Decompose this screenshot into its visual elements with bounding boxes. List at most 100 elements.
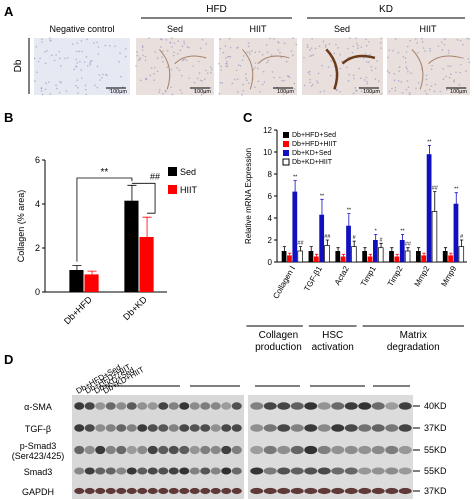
- nucleus: [101, 76, 103, 79]
- nucleus: [468, 38, 470, 40]
- x-tick-label: Db+HFD: [62, 294, 94, 326]
- nucleus: [270, 54, 273, 56]
- legend-label: Db+HFD+Sed: [292, 132, 336, 139]
- nucleus: [263, 81, 266, 83]
- bar: [404, 250, 411, 263]
- blot-panel: [248, 395, 413, 499]
- nucleus: [273, 38, 275, 40]
- blot-band: [385, 467, 399, 475]
- nucleus: [337, 47, 339, 49]
- blot-band: [317, 467, 331, 475]
- error-bar: [87, 270, 97, 275]
- blot-band: [263, 487, 277, 495]
- nucleus: [81, 50, 83, 53]
- nucleus: [141, 45, 144, 47]
- nucleus: [222, 51, 225, 54]
- nucleus: [453, 80, 455, 83]
- bar: [421, 255, 427, 262]
- bar: [373, 240, 378, 262]
- nucleus: [56, 87, 58, 90]
- nucleus: [307, 71, 310, 74]
- bar: [458, 246, 465, 263]
- nucleus: [177, 53, 179, 55]
- blot-band: [200, 487, 211, 495]
- nucleus: [308, 70, 311, 73]
- bar: [378, 247, 384, 263]
- nucleus: [236, 78, 239, 80]
- nucleus: [281, 79, 283, 82]
- nucleus: [388, 90, 391, 93]
- legend-label: Sed: [180, 167, 196, 177]
- nucleus: [370, 65, 373, 68]
- nucleus: [367, 61, 370, 63]
- nucleus: [150, 67, 153, 69]
- nucleus: [136, 54, 139, 57]
- error-bar: [142, 216, 152, 237]
- nucleus: [181, 92, 183, 94]
- nucleus: [247, 42, 250, 44]
- nucleus: [410, 72, 412, 75]
- significance: ##: [432, 186, 439, 192]
- y-tick-label: 8: [268, 170, 273, 179]
- nucleus: [261, 54, 264, 56]
- nucleus: [401, 92, 404, 94]
- nucleus: [316, 80, 318, 82]
- blot-row-label: (Ser423/425): [12, 451, 65, 461]
- x-tick-label: Db+KD: [121, 294, 149, 322]
- blot-band: [179, 424, 190, 432]
- error-bar: [282, 246, 286, 251]
- nucleus: [219, 82, 222, 84]
- nucleus: [317, 72, 320, 75]
- error-bar: [460, 239, 464, 247]
- nucleus: [144, 59, 147, 62]
- nucleus: [346, 66, 348, 69]
- blot-band: [126, 487, 137, 495]
- nucleus: [327, 66, 330, 68]
- nucleus: [366, 80, 368, 83]
- nucleus: [122, 86, 124, 88]
- nucleus: [292, 54, 294, 57]
- blot-band: [158, 467, 169, 475]
- nucleus: [292, 37, 294, 39]
- nucleus: [442, 78, 445, 80]
- legend-label: Db+KD+Sed: [292, 150, 331, 157]
- nucleus: [394, 38, 397, 40]
- blot-band: [358, 467, 372, 475]
- nucleus: [441, 49, 444, 51]
- error-bar: [395, 253, 399, 257]
- blot-size: 55KD: [424, 466, 447, 476]
- blot-band: [371, 487, 385, 495]
- nucleus: [252, 68, 255, 71]
- nucleus: [356, 42, 358, 45]
- vessel: [411, 49, 462, 90]
- blot-band: [105, 467, 116, 475]
- vessel: [242, 49, 290, 90]
- nucleus: [84, 84, 87, 87]
- error-bar: [314, 253, 319, 257]
- nucleus: [248, 51, 251, 54]
- nucleus: [199, 47, 202, 49]
- nucleus: [226, 55, 229, 58]
- blot-band: [250, 424, 264, 432]
- nucleus: [310, 47, 313, 50]
- nucleus: [228, 55, 230, 58]
- error-bar: [427, 145, 432, 155]
- nucleus: [365, 44, 368, 47]
- nucleus: [417, 51, 419, 54]
- nucleus: [409, 39, 412, 42]
- nucleus: [224, 45, 227, 47]
- bar: [335, 251, 341, 262]
- blot-band: [398, 487, 412, 495]
- blot-band: [290, 402, 304, 410]
- nucleus: [453, 79, 455, 81]
- nucleus: [80, 77, 83, 79]
- error-bar: [347, 213, 351, 226]
- nucleus: [354, 87, 357, 89]
- blot-band: [179, 467, 190, 475]
- nucleus: [49, 39, 51, 41]
- nucleus: [75, 65, 77, 68]
- nucleus: [248, 82, 250, 84]
- significance: #: [380, 237, 384, 243]
- nucleus: [376, 60, 378, 62]
- blot-band: [179, 487, 190, 495]
